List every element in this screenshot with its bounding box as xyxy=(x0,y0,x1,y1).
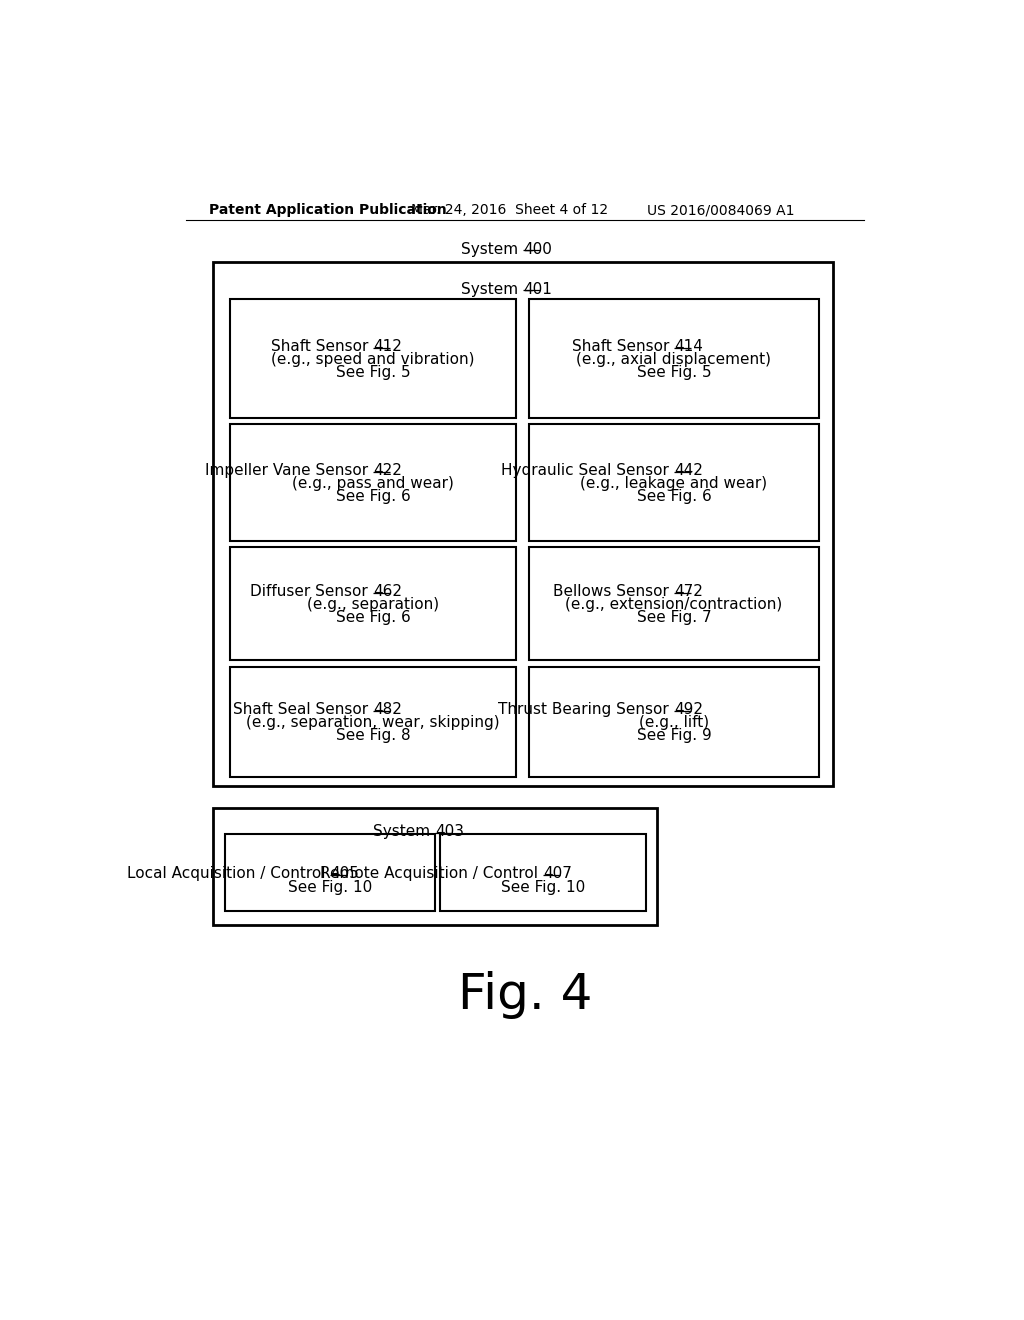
Text: Shaft Seal Sensor: Shaft Seal Sensor xyxy=(232,702,373,717)
Text: See Fig. 8: See Fig. 8 xyxy=(336,729,411,743)
Text: 442: 442 xyxy=(674,463,702,478)
Bar xyxy=(528,424,819,541)
Text: 414: 414 xyxy=(674,339,702,354)
Text: Impeller Vane Sensor: Impeller Vane Sensor xyxy=(205,463,373,478)
Text: Hydraulic Seal Sensor: Hydraulic Seal Sensor xyxy=(501,463,674,478)
Text: Fig. 4: Fig. 4 xyxy=(458,970,592,1019)
Text: See Fig. 9: See Fig. 9 xyxy=(637,729,712,743)
Text: See Fig. 5: See Fig. 5 xyxy=(336,366,411,380)
Bar xyxy=(230,667,515,776)
Bar xyxy=(225,834,435,911)
Text: (e.g., lift): (e.g., lift) xyxy=(639,715,709,730)
Text: (e.g., leakage and wear): (e.g., leakage and wear) xyxy=(581,477,768,491)
Text: See Fig. 7: See Fig. 7 xyxy=(637,610,712,626)
Text: Shaft Sensor: Shaft Sensor xyxy=(270,339,373,354)
Text: 472: 472 xyxy=(674,585,702,599)
Bar xyxy=(528,667,819,776)
Text: 412: 412 xyxy=(373,339,401,354)
Text: Bellows Sensor: Bellows Sensor xyxy=(553,585,674,599)
Text: Diffuser Sensor: Diffuser Sensor xyxy=(250,585,373,599)
Text: System: System xyxy=(461,281,523,297)
Text: (e.g., separation): (e.g., separation) xyxy=(307,597,439,612)
Text: See Fig. 10: See Fig. 10 xyxy=(501,879,585,895)
Text: 492: 492 xyxy=(674,702,703,717)
Text: 407: 407 xyxy=(543,866,571,882)
Text: (e.g., axial displacement): (e.g., axial displacement) xyxy=(577,352,771,367)
Text: Thrust Bearing Sensor: Thrust Bearing Sensor xyxy=(499,702,674,717)
Text: 462: 462 xyxy=(373,585,401,599)
Text: 403: 403 xyxy=(435,825,464,840)
Text: (e.g., separation, wear, skipping): (e.g., separation, wear, skipping) xyxy=(246,715,500,730)
Bar xyxy=(230,548,515,660)
Bar xyxy=(440,834,646,911)
Text: Local Acquisition / Control: Local Acquisition / Control xyxy=(127,866,330,882)
Text: See Fig. 6: See Fig. 6 xyxy=(336,490,411,504)
Text: System: System xyxy=(374,825,435,840)
Bar xyxy=(213,808,657,924)
Bar xyxy=(213,263,834,785)
Text: System: System xyxy=(461,242,523,256)
Text: 400: 400 xyxy=(523,242,552,256)
Text: (e.g., pass and wear): (e.g., pass and wear) xyxy=(292,477,454,491)
Text: See Fig. 6: See Fig. 6 xyxy=(637,490,712,504)
Text: Patent Application Publication: Patent Application Publication xyxy=(209,203,447,216)
Bar xyxy=(528,548,819,660)
Text: See Fig. 10: See Fig. 10 xyxy=(288,879,372,895)
Text: 422: 422 xyxy=(373,463,401,478)
Text: Shaft Sensor: Shaft Sensor xyxy=(571,339,674,354)
Text: US 2016/0084069 A1: US 2016/0084069 A1 xyxy=(647,203,795,216)
Text: 405: 405 xyxy=(330,866,358,882)
Bar xyxy=(528,300,819,418)
Text: (e.g., extension/contraction): (e.g., extension/contraction) xyxy=(565,597,782,612)
Text: 401: 401 xyxy=(523,281,552,297)
Text: (e.g., speed and vibration): (e.g., speed and vibration) xyxy=(271,352,475,367)
Bar xyxy=(230,300,515,418)
Text: 482: 482 xyxy=(373,702,401,717)
Text: See Fig. 6: See Fig. 6 xyxy=(336,610,411,626)
Text: Mar. 24, 2016  Sheet 4 of 12: Mar. 24, 2016 Sheet 4 of 12 xyxy=(411,203,608,216)
Text: See Fig. 5: See Fig. 5 xyxy=(637,366,712,380)
Bar xyxy=(230,424,515,541)
Text: Remote Acquisition / Control: Remote Acquisition / Control xyxy=(321,866,543,882)
